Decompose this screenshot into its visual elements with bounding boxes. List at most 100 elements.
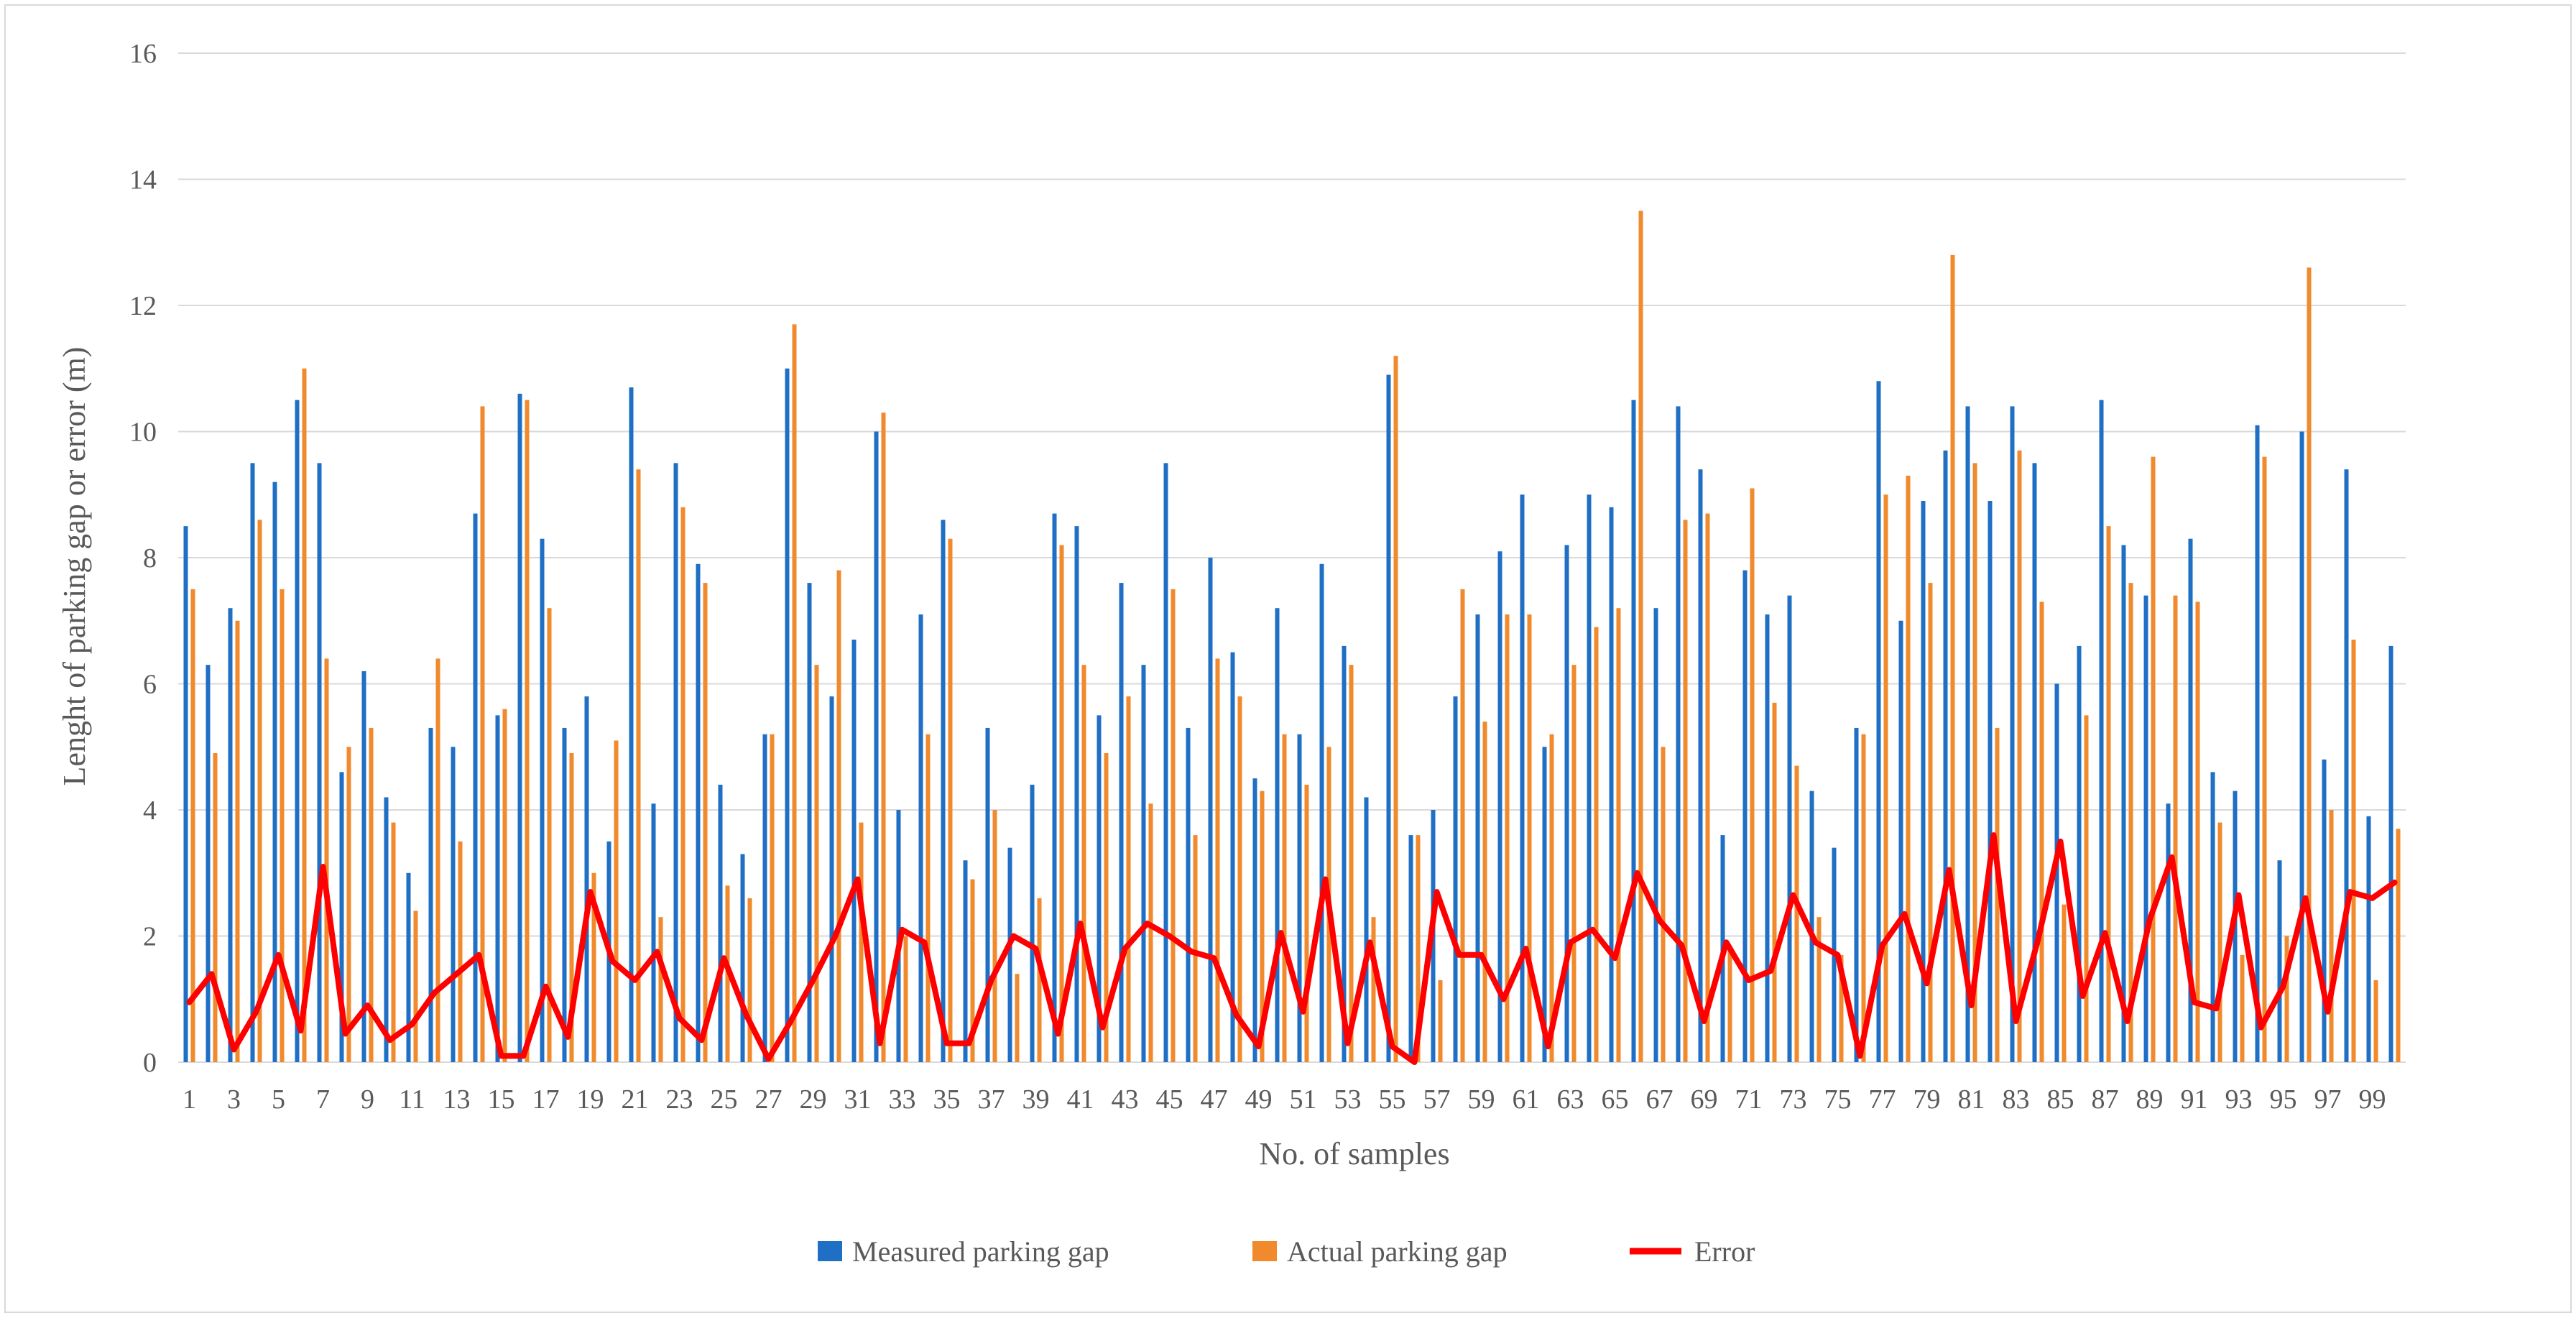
chart-frame: 0 2 4 6 8 10 12 14 16 1 3 5 7 9 11 13 15 17 19 21 23 25 27 29 3… [4, 4, 2572, 1313]
x-tick-label: 85 [2047, 1084, 2074, 1115]
actual-bar [1638, 211, 1643, 1062]
actual-bar [2396, 829, 2401, 1062]
measured-bar [740, 854, 745, 1062]
actual-bar [658, 917, 663, 1062]
legend-label: Measured parking gap [852, 1235, 1109, 1268]
actual-bar [2373, 980, 2378, 1062]
actual-bar [502, 709, 507, 1062]
measured-bar [963, 860, 968, 1062]
error-line-group [186, 832, 2398, 1065]
measured-bar [2032, 463, 2037, 1062]
actual-bar [213, 753, 218, 1062]
x-tick-label: 7 [316, 1084, 330, 1115]
measured-bar [1876, 381, 1881, 1062]
actual-bar [703, 583, 708, 1062]
measured-bar [1208, 558, 1213, 1062]
actual-bar [1571, 665, 1576, 1062]
measured-bar [1564, 545, 1569, 1062]
x-tick-label: 17 [532, 1084, 560, 1115]
measured-bar [1921, 501, 1926, 1062]
actual-bar [458, 841, 463, 1062]
actual-bar [1193, 835, 1198, 1062]
measured-bar [2077, 645, 2082, 1062]
legend-label: Actual parking gap [1287, 1235, 1508, 1268]
measured-bar [1342, 645, 1347, 1062]
actual-bar [2240, 954, 2245, 1062]
x-tick-label: 37 [978, 1084, 1005, 1115]
actual-bar [1081, 665, 1086, 1062]
actual-bar [2195, 602, 2200, 1062]
measured-bar [629, 387, 634, 1062]
actual-bar [970, 879, 975, 1062]
y-tick-label: 16 [129, 39, 157, 69]
measured-bar [785, 368, 790, 1062]
actual-bar [1393, 356, 1398, 1062]
actual-bar [2262, 456, 2267, 1062]
actual-bar [1995, 727, 2000, 1062]
actual-bar [1505, 614, 1510, 1062]
actual-bar [1304, 784, 1309, 1062]
x-tick-label: 1 [183, 1084, 196, 1115]
actual-bar [1171, 589, 1176, 1062]
measured-bar [183, 526, 188, 1062]
actual-bar [747, 898, 752, 1062]
legend-label: Error [1694, 1235, 1755, 1268]
x-tick-label: 67 [1646, 1084, 1674, 1115]
x-tick-label: 83 [2003, 1084, 2030, 1115]
x-tick-label: 79 [1913, 1084, 1941, 1115]
measured-bar [250, 463, 255, 1062]
y-tick-label: 10 [129, 418, 157, 448]
actual-bar [2017, 450, 2022, 1062]
measured-bar [2299, 431, 2304, 1062]
measured-bar [317, 463, 322, 1062]
y-tick-label: 8 [143, 543, 157, 573]
measured-bar [1497, 551, 1502, 1062]
actual-bar [770, 734, 775, 1062]
actual-bar [925, 734, 931, 1062]
x-tick-label: 39 [1022, 1084, 1050, 1115]
legend-swatch [1252, 1241, 1277, 1261]
measured-bar [718, 784, 723, 1062]
x-tick-label: 95 [2270, 1084, 2297, 1115]
measured-bar [384, 797, 389, 1062]
actual-bar [859, 822, 864, 1062]
y-tick-label: 4 [143, 796, 157, 826]
x-tick-label: 33 [889, 1084, 916, 1115]
measured-bar [428, 727, 433, 1062]
actual-bar [836, 570, 841, 1062]
x-tick-label: 43 [1112, 1084, 1139, 1115]
actual-bar [1616, 608, 1621, 1062]
measured-bar [1074, 526, 1079, 1062]
actual-bar [1215, 658, 1220, 1062]
measured-bar [1676, 406, 1681, 1062]
actual-bar [1237, 696, 1242, 1062]
measured-bar [696, 563, 701, 1062]
x-tick-label: 45 [1156, 1084, 1183, 1115]
measured-bar [851, 640, 857, 1062]
measured-bar [1809, 791, 1814, 1062]
measured-bar [1943, 450, 1948, 1062]
measured-bar [272, 481, 277, 1062]
measured-bar [1319, 563, 1324, 1062]
x-tick-label: 29 [800, 1084, 827, 1115]
actual-bar [2217, 822, 2222, 1062]
y-tick-label: 14 [129, 165, 157, 195]
actual-bar [1661, 747, 1666, 1062]
actual-bar [614, 740, 619, 1062]
x-tick-label: 99 [2359, 1084, 2386, 1115]
actual-bar [1861, 734, 1866, 1062]
measured-bar [1163, 463, 1168, 1062]
x-tick-label: 57 [1423, 1084, 1451, 1115]
actual-bar [1727, 949, 1732, 1062]
x-tick-label: 15 [488, 1084, 515, 1115]
measured-bar [1854, 727, 1859, 1062]
measured-bar [2277, 860, 2282, 1062]
actual-bar [2307, 267, 2312, 1063]
measured-bar [985, 727, 990, 1062]
actual-bar [1883, 494, 1888, 1062]
actual-bar [1906, 475, 1911, 1062]
actual-bar [948, 538, 953, 1062]
legend-item: Measured parking gap [818, 1235, 1109, 1268]
y-tick-labels: 0 2 4 6 8 10 12 14 16 [129, 39, 157, 1078]
x-tick-label: 87 [2092, 1084, 2119, 1115]
